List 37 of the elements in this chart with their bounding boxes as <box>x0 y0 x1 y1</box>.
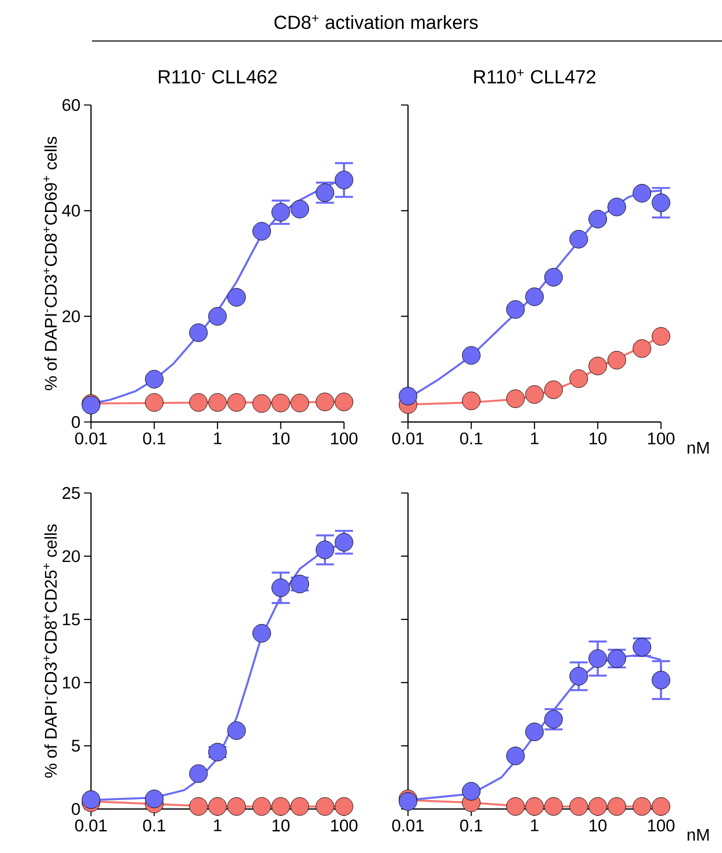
x-tick-label: 100 <box>331 819 358 832</box>
x-tick-label: 1 <box>531 432 538 444</box>
x-axis-title: nM <box>688 828 709 841</box>
x-tick-label: 0.01 <box>392 432 424 444</box>
x-tick-label: 0.1 <box>143 432 166 444</box>
x-tick-label: 0.01 <box>75 432 107 444</box>
x-tick-label: 100 <box>648 819 674 832</box>
text: % of DAPI$^{-}$CD3$^{+}$CD8$^{+}$CD69$^{+}$ cells <box>44 136 57 390</box>
x-tick-label: 0.01 <box>75 819 107 832</box>
chart-title: R110$^{-}$ CLL462 <box>158 70 277 84</box>
x-tick-label: 1 <box>531 819 538 832</box>
y-tick-label: 0 <box>72 802 80 815</box>
y-tick-label: 10 <box>62 676 80 689</box>
text: % of DAPI$^{-}$CD3$^{+}$CD8$^{+}$CD25$^{+}$ cells <box>44 524 57 778</box>
y-tick-label: 20 <box>62 310 80 322</box>
x-axis-title: nM <box>688 442 709 454</box>
x-tick-label: 0.1 <box>460 819 482 832</box>
y-tick-label: 15 <box>62 613 80 626</box>
chart-title: R110$^{+}$ CLL472 <box>474 69 596 84</box>
x-tick-label: 1 <box>214 819 222 832</box>
x-tick-label: 0.1 <box>460 432 482 444</box>
x-tick-label: 100 <box>331 432 358 444</box>
x-tick-label: 10 <box>272 819 290 832</box>
y-tick-label: 40 <box>62 204 80 217</box>
x-tick-label: 10 <box>590 819 607 832</box>
x-tick-label: 10 <box>272 432 290 444</box>
y-tick-label: 25 <box>62 486 80 499</box>
y-tick-label: 5 <box>72 740 80 752</box>
x-tick-label: 10 <box>590 432 607 444</box>
text: CD8$^{+}$ activation markers <box>274 14 478 30</box>
x-tick-label: 0.1 <box>143 819 166 832</box>
y-tick-label: 0 <box>72 416 80 428</box>
x-tick-label: 100 <box>648 432 674 444</box>
x-tick-label: 1 <box>214 432 222 444</box>
y-tick-label: 60 <box>62 98 80 111</box>
y-tick-label: 20 <box>62 550 80 562</box>
x-tick-label: 0.01 <box>392 819 424 832</box>
